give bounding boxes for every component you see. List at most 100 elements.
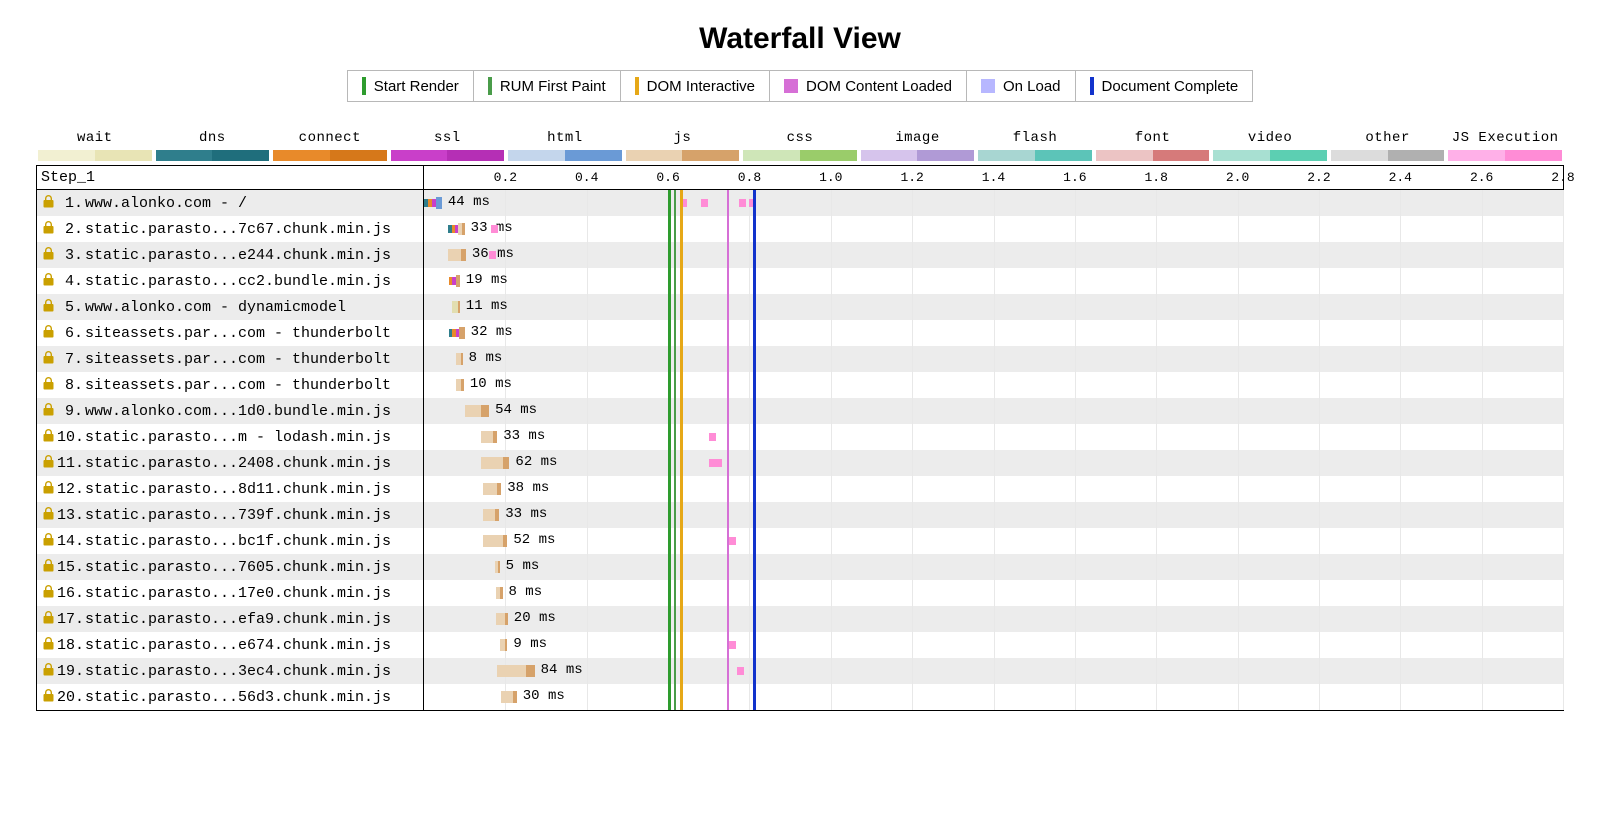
bar-segment — [501, 691, 513, 703]
lock-icon — [41, 221, 55, 238]
lock-icon — [41, 533, 55, 550]
event-marker-line — [753, 632, 756, 658]
request-number: 11. — [57, 455, 83, 472]
waterfall-chart: Step_1 0.20.40.60.81.01.21.41.61.82.02.2… — [36, 165, 1564, 711]
step-label: Step_1 — [37, 166, 423, 189]
request-bar-cell: 54 ms — [423, 398, 1563, 424]
request-row[interactable]: 5. www.alonko.com - dynamicmodel11 ms — [37, 294, 1563, 320]
lock-icon — [41, 507, 55, 524]
phase-legend-item: js — [624, 130, 742, 161]
timeline-axis: 0.20.40.60.81.01.21.41.61.82.02.22.42.62… — [423, 166, 1563, 189]
request-bar-cell: 5 ms — [423, 554, 1563, 580]
request-row[interactable]: 18. static.parasto...e674.chunk.min.js9 … — [37, 632, 1563, 658]
bar-segment — [496, 613, 505, 625]
event-marker-line — [668, 580, 671, 606]
phase-swatch — [1211, 150, 1329, 161]
event-marker-line — [753, 528, 756, 554]
phase-legend-item: image — [859, 130, 977, 161]
event-marker-line — [727, 216, 729, 242]
request-row[interactable]: 13. static.parasto...739f.chunk.min.js33… — [37, 502, 1563, 528]
timing-label: 33 ms — [503, 428, 545, 444]
phase-legend-label: font — [1135, 130, 1171, 146]
timing-label: 38 ms — [507, 480, 549, 496]
event-marker-line — [668, 424, 671, 450]
request-row[interactable]: 9. www.alonko.com...1d0.bundle.min.js54 … — [37, 398, 1563, 424]
lock-icon — [41, 637, 55, 654]
bar-segment — [462, 223, 465, 235]
event-marker-line — [674, 424, 676, 450]
request-row[interactable]: 2. static.parasto...7c67.chunk.min.js33 … — [37, 216, 1563, 242]
event-marker-line — [668, 294, 671, 320]
marker-legend-label: DOM Content Loaded — [806, 78, 952, 95]
request-row[interactable]: 15. static.parasto...7605.chunk.min.js5 … — [37, 554, 1563, 580]
event-marker-line — [753, 554, 756, 580]
bar-segment — [503, 457, 509, 469]
timing-label: 5 ms — [506, 558, 540, 574]
request-row[interactable]: 4. static.parasto...cc2.bundle.min.js19 … — [37, 268, 1563, 294]
marker-legend-item: DOM Content Loaded — [770, 70, 967, 102]
event-marker-line — [680, 528, 683, 554]
event-marker-line — [727, 398, 729, 424]
event-marker-line — [753, 606, 756, 632]
request-label-cell: 4. static.parasto...cc2.bundle.min.js — [37, 273, 423, 290]
event-marker-line — [753, 580, 756, 606]
request-row[interactable]: 1. www.alonko.com - /44 ms — [37, 190, 1563, 216]
request-bar-cell: 11 ms — [423, 294, 1563, 320]
request-row[interactable]: 6. siteassets.par...com - thunderbolt32 … — [37, 320, 1563, 346]
axis-tick: 1.8 — [1145, 166, 1168, 190]
request-label-cell: 2. static.parasto...7c67.chunk.min.js — [37, 221, 423, 238]
bar-segment — [461, 353, 463, 365]
event-marker-line — [674, 658, 676, 684]
lock-icon — [41, 611, 55, 628]
event-marker-line — [727, 294, 729, 320]
phase-legend-label: ssl — [434, 130, 461, 146]
request-row[interactable]: 8. siteassets.par...com - thunderbolt10 … — [37, 372, 1563, 398]
event-marker-line — [668, 268, 671, 294]
request-number: 5. — [57, 299, 83, 316]
marker-swatch-box — [784, 79, 798, 93]
axis-tick: 2.8 — [1551, 166, 1574, 190]
request-row[interactable]: 3. static.parasto...e244.chunk.min.js36 … — [37, 242, 1563, 268]
request-row[interactable]: 7. siteassets.par...com - thunderbolt8 m… — [37, 346, 1563, 372]
event-marker-line — [668, 554, 671, 580]
request-label-cell: 19. static.parasto...3ec4.chunk.min.js — [37, 663, 423, 680]
request-row[interactable]: 14. static.parasto...bc1f.chunk.min.js52… — [37, 528, 1563, 554]
lock-icon — [41, 429, 55, 446]
request-row[interactable]: 12. static.parasto...8d11.chunk.min.js38… — [37, 476, 1563, 502]
bar-segment — [505, 613, 507, 625]
waterfall-rows: 1. www.alonko.com - /44 ms2. static.para… — [37, 190, 1563, 710]
request-label-cell: 7. siteassets.par...com - thunderbolt — [37, 351, 423, 368]
event-marker-line — [674, 372, 676, 398]
request-row[interactable]: 17. static.parasto...efa9.chunk.min.js20… — [37, 606, 1563, 632]
request-bar-cell: 8 ms — [423, 580, 1563, 606]
request-label-cell: 5. www.alonko.com - dynamicmodel — [37, 299, 423, 316]
request-url: www.alonko.com - / — [85, 195, 423, 212]
request-label-cell: 17. static.parasto...efa9.chunk.min.js — [37, 611, 423, 628]
lock-icon — [41, 663, 55, 680]
request-row[interactable]: 19. static.parasto...3ec4.chunk.min.js84… — [37, 658, 1563, 684]
request-label-cell: 1. www.alonko.com - / — [37, 195, 423, 212]
request-bar-cell: 19 ms — [423, 268, 1563, 294]
request-url: static.parasto...56d3.chunk.min.js — [85, 689, 423, 706]
marker-legend-item: Document Complete — [1076, 70, 1254, 102]
event-marker-line — [668, 372, 671, 398]
request-label-cell: 10. static.parasto...m - lodash.min.js — [37, 429, 423, 446]
request-url: static.parasto...2408.chunk.min.js — [85, 455, 423, 472]
request-url: static.parasto...17e0.chunk.min.js — [85, 585, 423, 602]
marker-legend-item: On Load — [967, 70, 1076, 102]
request-row[interactable]: 10. static.parasto...m - lodash.min.js 33… — [37, 424, 1563, 450]
request-label-cell: 11. static.parasto...2408.chunk.min.js — [37, 455, 423, 472]
request-row[interactable]: 16. static.parasto...17e0.chunk.min.js8 … — [37, 580, 1563, 606]
request-row[interactable]: 20. static.parasto...56d3.chunk.min.js30… — [37, 684, 1563, 710]
bar-segment — [465, 405, 481, 417]
lock-icon — [41, 247, 55, 264]
event-marker-line — [668, 528, 671, 554]
bar-segment — [503, 535, 507, 547]
phase-legend-label: JS Execution — [1452, 130, 1559, 146]
event-marker-line — [727, 658, 729, 684]
phase-swatch — [36, 150, 154, 161]
request-url: siteassets.par...com - thunderbolt — [85, 377, 423, 394]
bar-segment — [481, 457, 503, 469]
request-row[interactable]: 11. static.parasto...2408.chunk.min.js62… — [37, 450, 1563, 476]
event-marker-line — [727, 424, 729, 450]
